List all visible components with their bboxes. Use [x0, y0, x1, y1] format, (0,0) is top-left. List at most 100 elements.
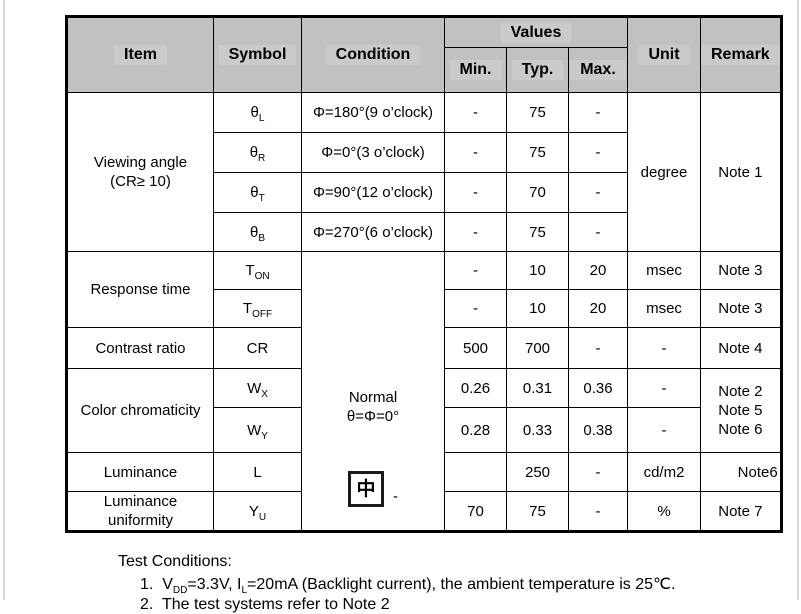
header-values: Values [444, 16, 628, 48]
value-max: - [568, 132, 628, 173]
table-row: θR Φ=0°(3 o’clock) - 75 - [67, 132, 782, 173]
condition-normal-text: Normal θ=Φ=0° [346, 389, 400, 425]
value-max: 0.38 [568, 407, 628, 453]
symbol-theta-b: θB [213, 212, 302, 252]
item-line: Luminance [103, 463, 178, 481]
test-condition-1: 1. VDD=3.3V, IL=20mA (Backlight current)… [140, 576, 676, 597]
item-line: Contrast ratio [95, 339, 186, 357]
value-typ: 250 [506, 452, 569, 492]
condition-icon-row: 中 - [302, 471, 444, 507]
symbol-wx: WX [213, 368, 302, 408]
remark-note1: Note 1 [700, 92, 782, 252]
value-typ: 700 [506, 327, 569, 369]
value-max: - [568, 327, 628, 369]
value-typ: 75 [506, 132, 569, 173]
test-condition-2-clipped: 2. The test systems refer to Note 2 [140, 596, 390, 613]
table-row: Contrast ratio CR 500 700 - - Note 4 [66, 327, 782, 369]
remark-note3: Note 3 [700, 251, 782, 290]
unit-msec: msec [627, 289, 701, 328]
header-item-label: Item [114, 45, 167, 65]
table-row: Viewing angle (CR≥ 10) θL Φ=180°(9 o’clo… [66, 92, 782, 252]
item-viewing-angle: Viewing angle (CR≥ 10) [66, 92, 214, 252]
value-min: - [444, 92, 507, 133]
value-min: 500 [444, 327, 507, 369]
page-left-edge [3, 0, 5, 600]
symbol-theta-r: θR [213, 132, 302, 173]
value-min: 70 [444, 491, 507, 532]
header-item: Item [66, 16, 214, 93]
table-row: Response time TON Normal θ=Φ=0° 中 - - 10… [66, 251, 782, 532]
table-row: Color chromaticity WX 0.26 0.31 0.36 - N… [66, 368, 782, 453]
header-max: Max. [568, 47, 628, 93]
symbol-yu: YU [213, 491, 302, 532]
unit-dash: - [627, 327, 701, 369]
item-line: Color chromaticity [80, 402, 201, 419]
symbol-t-on: TON [213, 251, 302, 290]
item-contrast-ratio: Contrast ratio [66, 327, 214, 369]
header-symbol: Symbol [213, 16, 302, 93]
value-typ: 0.31 [506, 368, 569, 408]
value-typ: 75 [506, 491, 569, 532]
value-max: 20 [568, 289, 628, 328]
value-typ: 75 [506, 212, 569, 252]
condition-theta-b: Φ=270°(6 o’clock) [301, 212, 445, 252]
header-remark: Remark [700, 16, 782, 93]
value-min: - [444, 212, 507, 252]
header-min-label: Min. [449, 60, 502, 80]
remark-note3: Note 3 [700, 289, 782, 328]
header-typ-label: Typ. [511, 60, 564, 80]
value-min-empty [444, 452, 507, 492]
value-max: 0.36 [568, 368, 628, 408]
value-max: 20 [568, 251, 628, 290]
unit-cd-m2: cd/m2 [627, 452, 701, 492]
value-typ: 70 [506, 172, 569, 213]
table-row: θB Φ=270°(6 o’clock) - 75 - [67, 212, 782, 252]
header-unit: Unit [627, 16, 701, 93]
header-max-label: Max. [570, 60, 626, 80]
item-response-time: Response time [66, 251, 214, 328]
unit-percent: % [627, 491, 701, 532]
header-unit-label: Unit [638, 45, 690, 65]
item-line: Luminance [103, 493, 178, 510]
item-line: uniformity [107, 512, 174, 529]
header-condition-label: Condition [325, 45, 421, 65]
value-typ: 75 [506, 92, 569, 133]
test-conditions-title: Test Conditions: [118, 553, 232, 570]
unit-msec: msec [627, 251, 701, 290]
header-symbol-label: Symbol [218, 45, 297, 65]
value-min: - [444, 289, 507, 328]
unit-dash: - [627, 407, 701, 453]
symbol-theta-l: θL [213, 92, 302, 133]
symbol-l: L [213, 452, 302, 492]
center-pattern-icon: 中 [348, 471, 384, 507]
value-min: 0.26 [444, 368, 507, 408]
table-row: θT Φ=90°(12 o’clock) - 70 - [67, 172, 782, 213]
symbol-wy: WY [213, 407, 302, 453]
item-line: Response time [90, 281, 191, 298]
item-color-chromaticity: Color chromaticity [66, 368, 214, 453]
header-min: Min. [444, 47, 507, 93]
header-typ: Typ. [506, 47, 569, 93]
item-luminance-uniformity: Luminance uniformity [66, 491, 214, 532]
condition-theta-t: Φ=90°(12 o’clock) [301, 172, 445, 213]
symbol-theta-t: θT [213, 172, 302, 213]
unit-dash: - [627, 368, 701, 408]
value-max: - [568, 452, 628, 492]
value-min: - [444, 172, 507, 213]
condition-theta-l: Φ=180°(9 o’clock) [301, 92, 445, 133]
remark-note2-5-6: Note 2 Note 5 Note 6 [700, 368, 782, 453]
condition-normal-merged-cell: Normal θ=Φ=0° 中 - [301, 251, 445, 532]
item-line: Viewing angle [93, 154, 188, 171]
value-min: 0.28 [444, 407, 507, 453]
header-remark-label: Remark [701, 45, 780, 65]
value-typ: 0.33 [506, 407, 569, 453]
value-max: - [568, 172, 628, 213]
value-max: - [568, 212, 628, 252]
table-row: Luminance uniformity YU 70 75 - % Note 7 [66, 491, 782, 532]
symbol-cr: CR [213, 327, 302, 369]
page-right-edge [797, 0, 799, 600]
item-luminance: Luminance [66, 452, 214, 492]
table-row: TOFF - 10 20 msec Note 3 [67, 289, 782, 328]
header-condition: Condition [301, 16, 445, 93]
remark-note4: Note 4 [700, 327, 782, 369]
